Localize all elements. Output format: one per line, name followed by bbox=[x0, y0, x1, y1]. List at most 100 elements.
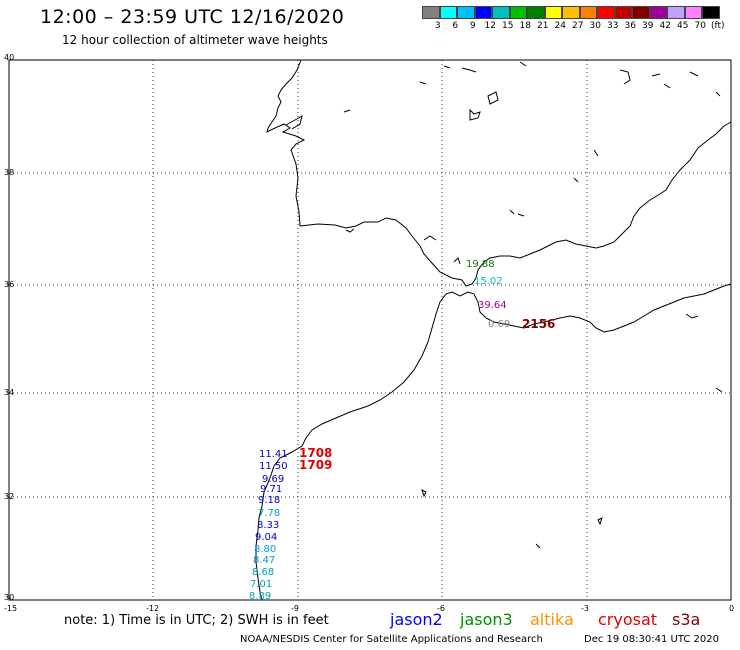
x-tick-label: 0 bbox=[729, 604, 734, 613]
legend-swatch bbox=[684, 6, 702, 19]
legend-swatch bbox=[579, 6, 597, 19]
time-labels: 1708 1709 2156 bbox=[299, 317, 555, 472]
satellite-label-s3a: s3a bbox=[672, 610, 701, 629]
x-tick-label: -6 bbox=[437, 604, 445, 613]
island bbox=[443, 65, 477, 73]
island bbox=[597, 517, 603, 526]
satellite-label-cryosat: cryosat bbox=[598, 610, 658, 629]
legend-label: 33 bbox=[607, 21, 619, 31]
legend-swatch bbox=[422, 6, 440, 19]
y-tick-label: 30 bbox=[4, 593, 14, 602]
swh-label: 9.18 bbox=[258, 495, 280, 506]
legend-label: 3 bbox=[434, 21, 441, 31]
x-tick-label: -9 bbox=[291, 604, 299, 613]
swh-label: 9.69 bbox=[262, 474, 284, 485]
swh-label: 7.01 bbox=[250, 579, 272, 590]
x-tick-label: -12 bbox=[146, 604, 159, 613]
time-label: 1708 bbox=[299, 446, 332, 460]
legend-swatch bbox=[457, 6, 475, 19]
legend-swatch bbox=[649, 6, 667, 19]
legend-swatch bbox=[474, 6, 492, 19]
swh-label: 39.64 bbox=[478, 300, 507, 311]
swh-label: 7.78 bbox=[258, 508, 280, 519]
legend-swatch bbox=[544, 6, 562, 19]
satellite-label-jason2: jason2 bbox=[390, 610, 443, 629]
island bbox=[651, 73, 671, 89]
swh-label: 8.68 bbox=[252, 567, 274, 578]
page-subtitle: 12 hour collection of altimeter wave hei… bbox=[62, 33, 328, 47]
island bbox=[619, 69, 631, 85]
legend-label: 21 bbox=[537, 21, 549, 31]
coastlines bbox=[255, 59, 732, 601]
y-tick-label: 38 bbox=[4, 168, 14, 177]
legend-swatches bbox=[422, 6, 720, 19]
legend-labels: 3 6 9 12 15 18 21 24 27 30 33 36 39 42 45 70 (ft) bbox=[422, 19, 725, 33]
legend-label: 18 bbox=[519, 21, 531, 31]
legend-swatch bbox=[562, 6, 580, 19]
iberia-west-coast bbox=[266, 59, 306, 227]
swh-label: 11.41 bbox=[259, 449, 288, 460]
legend-label: 9 bbox=[469, 21, 476, 31]
y-tick-label: 40 bbox=[4, 53, 14, 62]
x-tick-label: -15 bbox=[4, 604, 17, 613]
legend-label: 42 bbox=[659, 21, 671, 31]
gibraltar-bays bbox=[423, 235, 461, 265]
legend-label: 6 bbox=[452, 21, 459, 31]
swh-label: 9.71 bbox=[260, 484, 282, 495]
cadiz-bay bbox=[345, 228, 355, 233]
swh-label: 15.02 bbox=[474, 276, 503, 287]
legend-label: 27 bbox=[572, 21, 584, 31]
swh-label: 8.33 bbox=[257, 520, 279, 531]
satellite-label-altika: altika bbox=[530, 610, 574, 629]
legend-label: (ft) bbox=[710, 21, 725, 31]
island bbox=[519, 61, 527, 67]
swh-label: 11.50 bbox=[259, 461, 288, 472]
legend-swatch bbox=[702, 6, 720, 19]
time-label: 2156 bbox=[522, 317, 555, 331]
x-tick-label: -3 bbox=[581, 604, 589, 613]
africa-coast bbox=[255, 283, 732, 601]
legend-label: 39 bbox=[642, 21, 654, 31]
y-tick-label: 34 bbox=[4, 388, 14, 397]
swh-label: 8.47 bbox=[253, 555, 275, 566]
footer-note: note: 1) Time is in UTC; 2) SWH is in fe… bbox=[64, 613, 329, 628]
swh-label: 19.88 bbox=[466, 259, 495, 270]
swh-labels: 11.41 11.50 9.69 9.71 9.18 7.78 8.33 9.0… bbox=[249, 259, 510, 602]
island bbox=[469, 108, 481, 121]
gridlines bbox=[9, 60, 731, 600]
swh-label: 9.04 bbox=[255, 532, 277, 543]
legend-swatch bbox=[527, 6, 545, 19]
island bbox=[509, 209, 525, 217]
legend-swatch bbox=[597, 6, 615, 19]
legend-label: 15 bbox=[502, 21, 514, 31]
island bbox=[535, 543, 541, 549]
y-tick-label: 36 bbox=[4, 280, 14, 289]
island bbox=[573, 149, 599, 183]
iberia-south-coast bbox=[299, 121, 732, 287]
page-title: 12:00 – 23:59 UTC 12/16/2020 bbox=[40, 6, 345, 28]
legend-label: 70 bbox=[694, 21, 706, 31]
legend-swatch bbox=[614, 6, 632, 19]
y-tick-label: 32 bbox=[4, 492, 14, 501]
swh-label: 8.89 bbox=[249, 591, 271, 602]
credit-text: NOAA/NESDIS Center for Satellite Applica… bbox=[240, 634, 543, 645]
legend-label: 45 bbox=[677, 21, 689, 31]
legend-label: 30 bbox=[589, 21, 601, 31]
legend-swatch bbox=[632, 6, 650, 19]
legend-label: 12 bbox=[484, 21, 496, 31]
color-legend: 3 6 9 12 15 18 21 24 27 30 33 36 39 42 45 70 (ft) bbox=[422, 6, 725, 33]
swh-label: 0.69 bbox=[488, 319, 510, 330]
legend-label: 36 bbox=[624, 21, 636, 31]
timestamp-text: Dec 19 08:30:41 UTC 2020 bbox=[584, 634, 719, 645]
time-label: 1709 bbox=[299, 458, 332, 472]
swh-label: 8.80 bbox=[254, 544, 276, 555]
legend-swatch bbox=[667, 6, 685, 19]
lisbon-estuary bbox=[285, 114, 303, 130]
map-frame bbox=[8, 59, 732, 601]
legend-swatch bbox=[509, 6, 527, 19]
satellite-label-jason3: jason3 bbox=[460, 610, 513, 629]
island bbox=[487, 91, 499, 105]
island bbox=[685, 313, 723, 393]
island bbox=[343, 81, 427, 113]
